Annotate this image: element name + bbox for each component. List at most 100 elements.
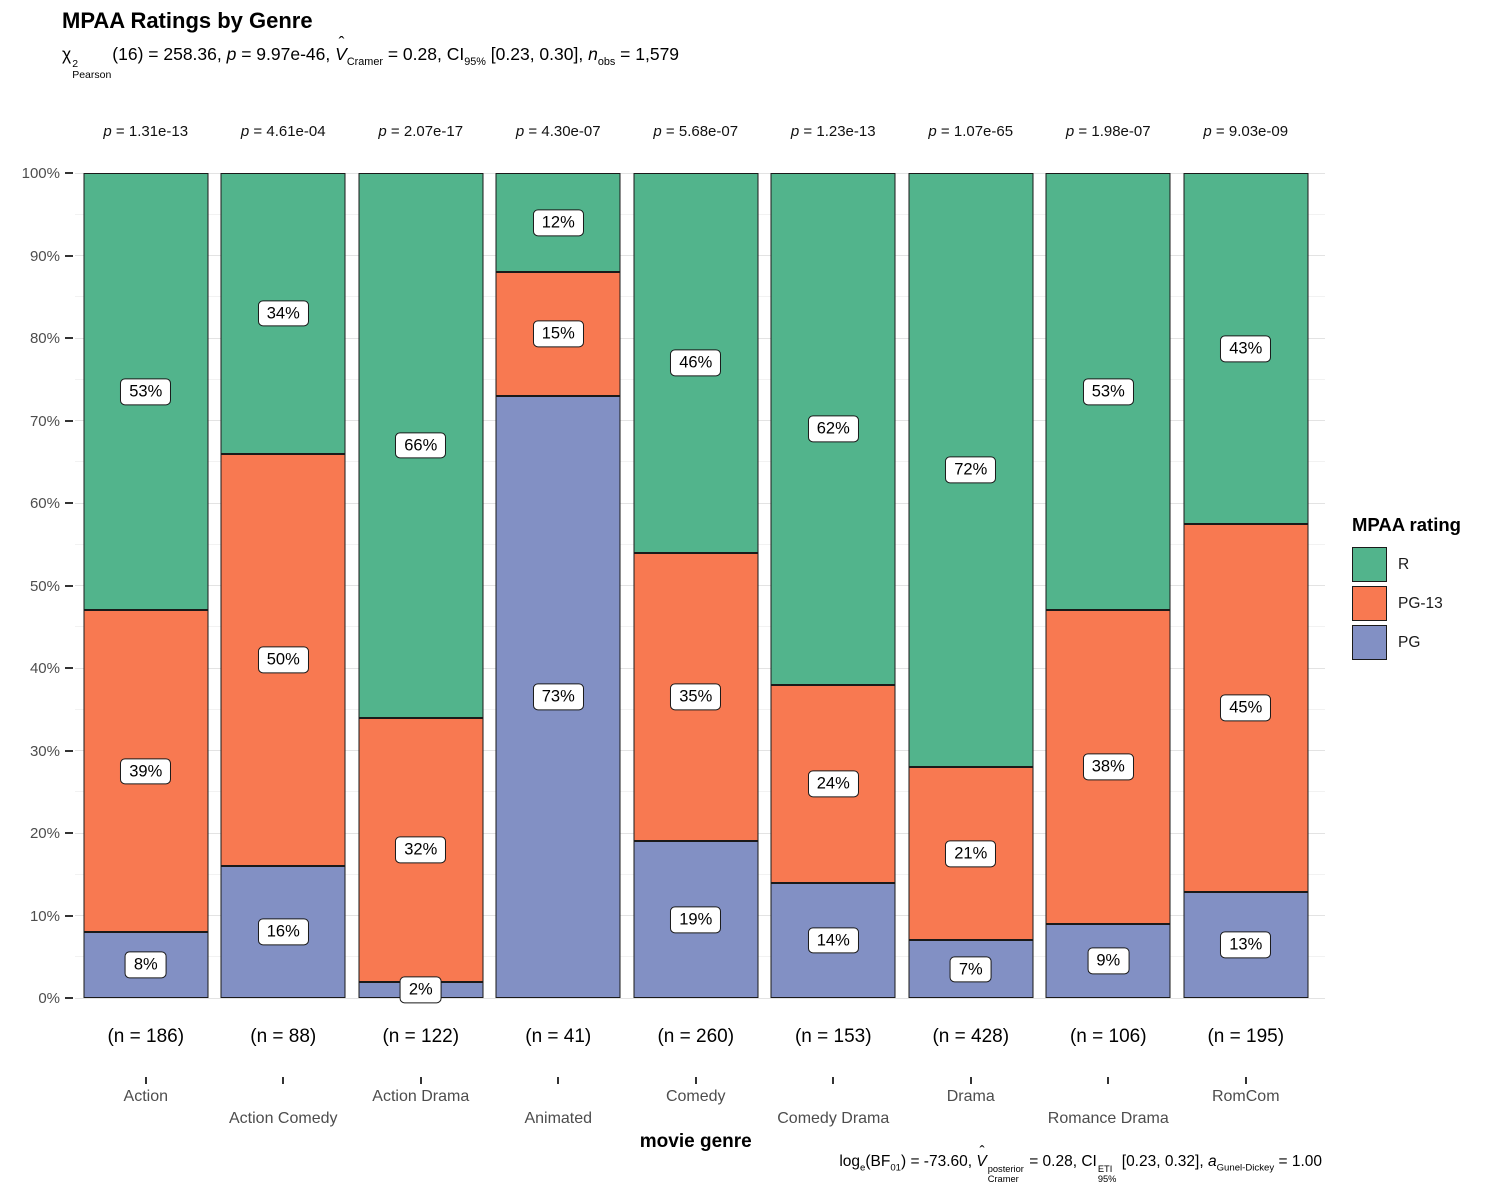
legend-label: PG: [1398, 633, 1421, 651]
chart-title: MPAA Ratings by Genre: [62, 8, 313, 33]
genre-tick-label: Action Comedy: [229, 1110, 338, 1127]
percent-label-pg: 13%: [1220, 931, 1272, 959]
math-stack: 2 Pearson: [72, 57, 112, 82]
legend: MPAA rating R PG-13 PG: [1352, 514, 1461, 664]
percent-label-pg: 8%: [124, 951, 167, 979]
text-token: 95%: [464, 55, 486, 68]
legend-keys: R PG-13 PG: [1352, 547, 1461, 660]
p-value-annotation: p = 5.68e-07: [653, 123, 739, 140]
percent-label-r: 43%: [1220, 335, 1272, 362]
gridline-major: [75, 997, 1325, 999]
y-tick-mark: [65, 584, 73, 587]
sample-size-label: (n = 88): [250, 1026, 317, 1047]
bar-band-action-drama: 2% 32% 66%: [352, 173, 490, 1004]
genre-tick-label: Animated: [524, 1110, 593, 1127]
percent-label-r: 34%: [257, 299, 309, 327]
percent-label-pg: 19%: [670, 906, 722, 933]
legend-title: MPAA rating: [1352, 514, 1461, 535]
y-tick-label: 100%: [21, 165, 60, 182]
text-token: ) = -73.60,: [900, 1153, 977, 1170]
percent-label-r: 62%: [807, 415, 859, 443]
plot-area: 8% 39% 53% 16% 50% 34% 2% 32% 66% 73% 15% 12% 19% 35%…: [75, 172, 1325, 1004]
bar-segment-r: [1045, 173, 1171, 611]
y-tick-mark: [65, 337, 73, 339]
y-tick-mark: [65, 502, 73, 504]
bar-band-action-comedy: 16% 50% 34%: [215, 173, 353, 998]
genre-tick-label: Romance Drama: [1047, 1110, 1169, 1127]
p-value-annotation: p = 1.98e-07: [1065, 123, 1151, 140]
text-token: e: [860, 1162, 866, 1174]
bar-band-action: 8% 39% 53%: [77, 173, 215, 998]
text-token: = 1,579: [615, 44, 680, 64]
hat-accent: ˆ: [338, 33, 345, 54]
y-tick-mark: [65, 997, 73, 999]
stacked-bar: 8% 39% 53%: [83, 173, 209, 998]
text-token: χ: [62, 44, 72, 64]
stacked-bar: 14% 24% 62%: [770, 173, 896, 998]
y-tick-label: 80%: [29, 330, 60, 347]
percent-label-pg-13: 24%: [807, 770, 859, 797]
text-token: Gunel-Dickey: [1216, 1162, 1275, 1174]
percent-label-pg: 7%: [949, 955, 992, 983]
x-tick-mark: [282, 1077, 285, 1084]
math-stack: ETI 95%: [1097, 1163, 1117, 1185]
genre-tick-label: Comedy: [665, 1088, 726, 1105]
y-tick-mark: [65, 172, 73, 174]
percent-label-r: 53%: [1082, 378, 1134, 405]
y-tick-label: 10%: [29, 907, 60, 925]
text-token: [0.23, 0.30],: [485, 44, 589, 64]
p-value-annotation: p = 2.07e-17: [378, 123, 464, 140]
math-stack: posterior Cramer: [987, 1163, 1024, 1185]
sample-size-label: (n = 41): [525, 1026, 592, 1047]
bar-band-animated: 73% 15% 12%: [490, 173, 628, 998]
percent-label-pg: 16%: [257, 918, 309, 946]
y-tick-label: 30%: [29, 742, 60, 760]
y-tick-label: 50%: [29, 577, 60, 595]
x-tick-mark: [1244, 1077, 1247, 1084]
legend-key-pg: PG: [1352, 625, 1461, 660]
x-tick-mark: [969, 1077, 972, 1084]
y-tick-label: 60%: [29, 495, 60, 512]
x-tick-mark: [144, 1077, 147, 1084]
legend-label: R: [1398, 555, 1410, 573]
p-value-annotation: p = 9.03e-09: [1203, 123, 1289, 140]
percent-label-pg-13: 21%: [945, 840, 997, 867]
stacked-bar: 19% 35% 46%: [633, 173, 759, 998]
y-tick-label: 0%: [38, 990, 60, 1007]
bar-band-romcom: 13% 45% 43%: [1177, 173, 1315, 998]
sample-size-label: (n = 106): [1069, 1026, 1147, 1047]
x-tick-mark: [832, 1077, 835, 1084]
stacked-bar: 7% 21% 72%: [908, 173, 1034, 998]
x-tick-mark: [557, 1077, 560, 1084]
y-tick-label: 90%: [29, 247, 60, 265]
legend-key-r: R: [1352, 547, 1461, 582]
text-token: [0.23, 0.32],: [1117, 1153, 1208, 1170]
percent-label-pg: 73%: [532, 683, 584, 711]
stacked-bar: 16% 50% 34%: [220, 173, 346, 998]
text-token: n: [588, 44, 598, 64]
percent-label-r: 12%: [532, 209, 584, 236]
genre-tick-label: RomCom: [1211, 1088, 1280, 1105]
sample-size-label: (n = 195): [1207, 1026, 1285, 1047]
percent-label-pg-13: 32%: [395, 836, 447, 863]
x-axis-title: movie genre: [639, 1131, 752, 1152]
p-value-annotation: p = 4.61e-04: [240, 123, 326, 140]
x-tick-mark: [1107, 1077, 1110, 1084]
y-tick-mark: [65, 749, 73, 752]
y-tick-mark: [65, 667, 73, 669]
text-token: a: [1207, 1153, 1217, 1170]
bar-band-drama: 7% 21% 72%: [902, 173, 1040, 998]
legend-swatch-r: [1352, 547, 1387, 582]
percent-label-pg-13: 45%: [1220, 694, 1272, 722]
percent-label-pg-13: 50%: [257, 646, 309, 674]
p-value-annotation: p = 1.31e-13: [103, 123, 189, 140]
percent-label-pg-13: 35%: [670, 683, 722, 711]
y-tick-mark: [65, 254, 73, 257]
hat-accent: ˆ: [979, 1144, 985, 1162]
text-token: 01: [890, 1162, 901, 1174]
percent-label-pg: 14%: [807, 926, 859, 954]
